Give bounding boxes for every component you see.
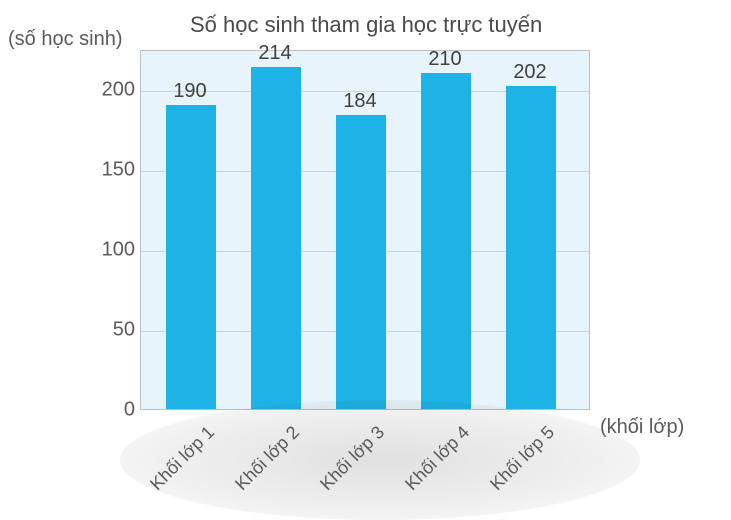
y-tick-label: 150 [102, 159, 135, 182]
chart-container: (số học sinh) Số học sinh tham gia học t… [0, 0, 731, 520]
y-tick-label: 100 [102, 239, 135, 262]
chart-title: Số học sinh tham gia học trực tuyến [190, 12, 542, 38]
bar [251, 67, 301, 409]
bar-value-label: 190 [173, 80, 206, 103]
bar-value-label: 184 [343, 90, 376, 113]
x-axis-title: (khối lớp) [600, 416, 684, 439]
bar [336, 115, 386, 409]
bar-value-label: 202 [513, 61, 546, 84]
bar [166, 105, 216, 409]
bar [506, 86, 556, 409]
y-tick-label: 0 [124, 399, 135, 422]
y-axis-title: (số học sinh) [8, 28, 123, 51]
y-tick-label: 200 [102, 79, 135, 102]
shadow-decoration [120, 400, 640, 520]
bar-value-label: 210 [428, 48, 461, 71]
y-tick-label: 50 [113, 319, 135, 342]
bar-value-label: 214 [258, 42, 291, 65]
bar [421, 73, 471, 409]
